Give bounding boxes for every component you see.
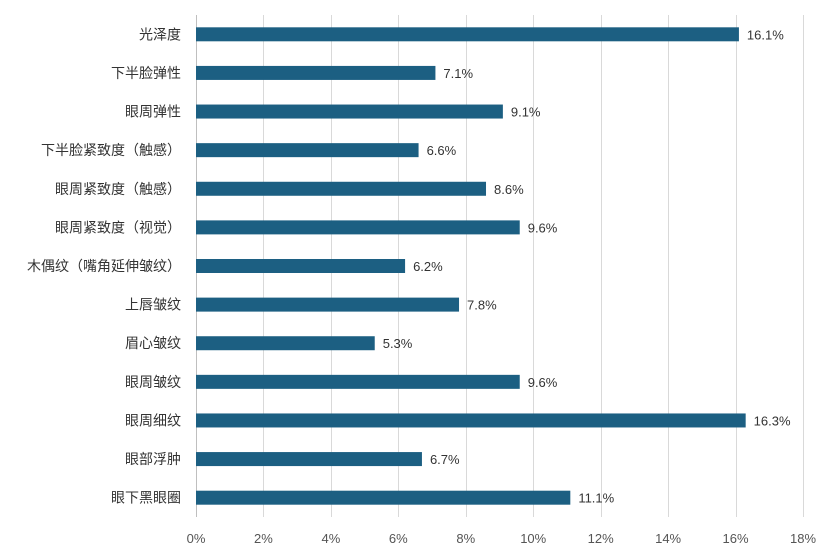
category-label: 眼周紧致度（视觉） — [55, 220, 181, 236]
x-tick-label: 4% — [321, 531, 340, 546]
bar — [196, 181, 487, 196]
data-label: 16.3% — [754, 413, 791, 428]
x-tick-label: 10% — [520, 531, 546, 546]
x-tick-label: 18% — [790, 531, 816, 546]
data-label: 6.2% — [413, 259, 443, 274]
data-label: 11.1% — [578, 491, 614, 506]
data-label: 5.3% — [383, 336, 413, 351]
bar — [196, 104, 503, 119]
x-tick-label: 14% — [655, 531, 681, 546]
category-label: 下半脸紧致度（触感） — [41, 142, 181, 159]
bar — [196, 220, 520, 235]
gridlines — [196, 15, 804, 517]
bar — [196, 65, 436, 80]
data-label: 6.7% — [430, 452, 460, 467]
category-label: 眼周弹性 — [125, 105, 181, 121]
category-label: 木偶纹（嘴角延伸皱纹） — [27, 259, 181, 275]
x-tick-label: 12% — [588, 531, 614, 546]
category-label: 眼周细纹 — [125, 413, 181, 429]
data-label: 9.1% — [511, 105, 541, 120]
bars — [196, 27, 746, 505]
data-label: 7.8% — [467, 298, 497, 313]
category-label: 眉心皱纹 — [125, 336, 181, 352]
data-label: 9.6% — [528, 220, 558, 235]
x-tick-label: 0% — [187, 531, 206, 546]
category-label: 眼周紧致度（触感） — [55, 181, 181, 198]
bar — [196, 143, 419, 158]
data-label: 8.6% — [494, 182, 524, 197]
x-tick-label: 2% — [254, 531, 273, 546]
bar — [196, 297, 460, 312]
x-tick-label: 16% — [723, 531, 749, 546]
bar — [196, 336, 375, 351]
data-label: 6.6% — [427, 143, 457, 158]
bar — [196, 413, 746, 428]
x-tick-label: 8% — [456, 531, 475, 546]
category-label: 光泽度 — [139, 27, 181, 43]
bar — [196, 490, 571, 505]
value-labels: 16.1% 7.1% 9.1% 6.6% 8.6% 9.6% 6.2% 7.8% 5.3% 9.6… — [383, 27, 791, 505]
bar — [196, 259, 406, 273]
data-label: 9.6% — [528, 375, 558, 390]
category-label: 眼周皱纹 — [125, 375, 181, 391]
category-label: 眼部浮肿 — [125, 452, 181, 468]
bar — [196, 452, 422, 467]
category-label: 眼下黑眼圈 — [111, 491, 181, 507]
category-label: 下半脸弹性 — [111, 66, 181, 82]
x-axis-ticks: 0% 2% 4% 6% 8% 10% 12% 14% 16% 18% — [187, 531, 817, 546]
data-label: 7.1% — [443, 66, 473, 81]
category-label: 上唇皱纹 — [125, 298, 181, 314]
x-tick-label: 6% — [389, 531, 408, 546]
bar — [196, 27, 739, 42]
bar — [196, 374, 520, 389]
data-label: 16.1% — [747, 27, 784, 42]
